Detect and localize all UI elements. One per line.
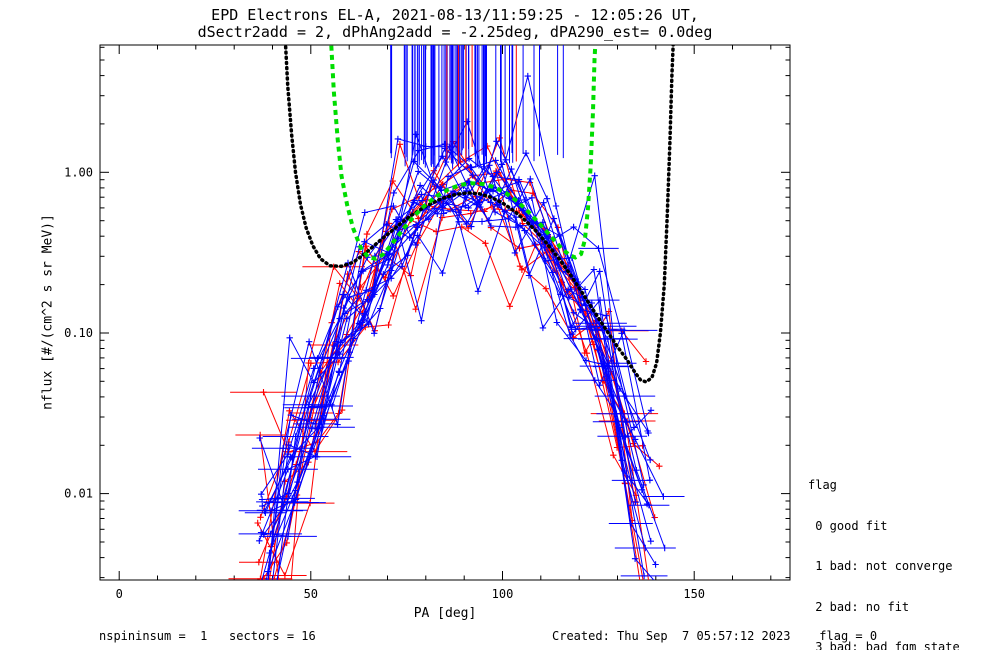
svg-text:0.10: 0.10	[64, 326, 93, 340]
axes-frame	[99, 44, 791, 581]
legend-item-2: 2 bad: no fit	[808, 599, 910, 614]
x-axis-title: PA [deg]	[413, 606, 477, 621]
plot-subtitle: dSectr2add = 2, dPhAng2add = -2.25deg, d…	[197, 23, 713, 41]
footer-created: Created: Thu Sep 7 05:57:12 2023 flag = …	[552, 629, 878, 643]
legend-title: flag	[808, 478, 837, 492]
plot-title: EPD Electrons EL-A, 2021-08-13/11:59:25 …	[211, 6, 699, 24]
svg-text:0: 0	[116, 587, 123, 601]
legend-item-0: 0 good fit	[808, 518, 888, 533]
svg-text:150: 150	[683, 587, 705, 601]
svg-text:1.00: 1.00	[64, 165, 93, 179]
footer-spin-info: nspininsum = 1 sectors = 16	[99, 629, 316, 643]
tick-labels: 0 50 100 150 0.01 0.10 1.00	[64, 165, 705, 601]
black-fit-curve	[283, 45, 675, 384]
green-fit-curve	[329, 45, 598, 261]
svg-text:0.01: 0.01	[64, 487, 93, 501]
legend-item-1: 1 bad: not converge	[808, 559, 953, 573]
flag-legend: flag 0 good fit 1 bad: not converge 2 ba…	[808, 452, 974, 650]
legend-item-3: 3 bad: bad fgm state	[808, 640, 960, 650]
y-axis-title: nflux [#/(cm^2 s sr MeV)]	[40, 214, 56, 410]
svg-text:100: 100	[492, 587, 514, 601]
svg-text:50: 50	[304, 587, 318, 601]
data-series	[228, 45, 685, 580]
